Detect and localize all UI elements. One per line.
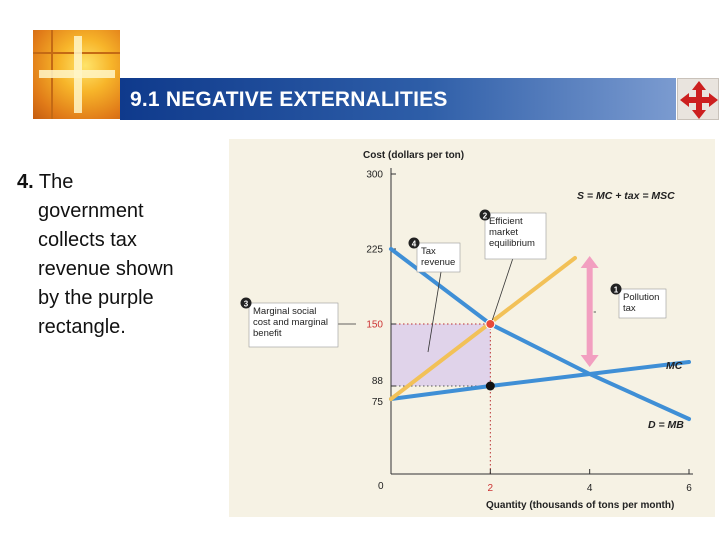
explanation-word: The — [38, 171, 74, 193]
mc-line — [389, 360, 691, 401]
tax-revenue-leader — [427, 271, 442, 353]
tax-revenue-label-box — [416, 242, 461, 273]
equilibrium-label-text-3: equilibrium — [489, 238, 535, 249]
pollution-tax-label-text-1: Pollution — [623, 292, 659, 303]
explanation-line-1: 4. The — [17, 168, 227, 197]
equilibrium-label-text-2: market — [489, 227, 518, 238]
mc-point — [485, 381, 495, 391]
marginal-label-text-3: benefit — [253, 328, 282, 339]
x-axis-label: Quantity (thousands of tons per month) — [486, 500, 674, 511]
explanation-line-4: revenue shown — [38, 258, 174, 280]
demand-line-label: D = MB — [648, 419, 684, 431]
red-arrows-cross-icon[interactable] — [677, 78, 719, 120]
origin-label: 0 — [378, 481, 384, 492]
page-title: 9.1 NEGATIVE EXTERNALITIES — [130, 88, 448, 111]
marginal-label-text-2: cost and marginal — [253, 317, 328, 328]
y-tick-label-300: 300 — [366, 170, 383, 181]
pollution-tax-marker-number: 1 — [614, 286, 619, 295]
x-tick-label-2: 2 — [488, 483, 494, 494]
equilibrium-point — [485, 319, 496, 329]
title-bar: 9.1 NEGATIVE EXTERNALITIES — [120, 78, 676, 120]
y-tick-label-88: 88 — [372, 376, 384, 387]
equilibrium-marker — [479, 209, 491, 221]
tax-revenue-label-text-2: revenue — [421, 257, 455, 268]
y-tick-label-225: 225 — [366, 245, 383, 256]
pollution-tax-label-box — [618, 288, 667, 319]
equilibrium-label-text-1: Efficient — [489, 216, 523, 227]
equilibrium-label-box — [484, 212, 547, 260]
marginal-label-text-1: Marginal social — [253, 306, 316, 317]
y-axis-label: Cost (dollars per ton) — [363, 150, 464, 161]
msc-line — [389, 256, 577, 401]
y-tick-label-150: 150 — [366, 320, 383, 331]
mc-line-label: MC — [666, 360, 683, 372]
pollution-tax-arrow-head-bottom — [580, 355, 599, 367]
explanation-line-5: by the purple — [38, 287, 154, 309]
tax-revenue-marker — [408, 237, 420, 249]
explanation-line-2: government — [38, 200, 144, 222]
pollution-tax-label-text-2: tax — [623, 303, 636, 314]
y-tick-label-75: 75 — [372, 397, 384, 408]
msc-line-label: S = MC + tax = MSC — [577, 190, 675, 202]
demand-line — [389, 247, 691, 421]
tax-revenue-marker-number: 4 — [412, 240, 417, 249]
x-tick-label-4: 4 — [587, 483, 593, 494]
orange-cross-logo-icon — [33, 30, 120, 119]
marginal-marker — [240, 297, 252, 309]
pollution-tax-arrow-head-top — [580, 256, 599, 268]
equilibrium-leader — [491, 257, 514, 321]
marginal-marker-number: 3 — [244, 300, 249, 309]
pollution-tax-marker — [610, 283, 622, 295]
explanation-line-6: rectangle. — [38, 316, 126, 338]
explanation-text: 4. The government collects tax revenue s… — [17, 168, 227, 342]
x-tick-label-6: 6 — [686, 483, 692, 494]
tax-revenue-label-text-1: Tax — [421, 246, 436, 257]
step-number: 4. — [17, 171, 34, 193]
marginal-label-box — [248, 302, 339, 348]
explanation-line-3: collects tax — [38, 229, 137, 251]
equilibrium-marker-number: 2 — [483, 212, 488, 221]
